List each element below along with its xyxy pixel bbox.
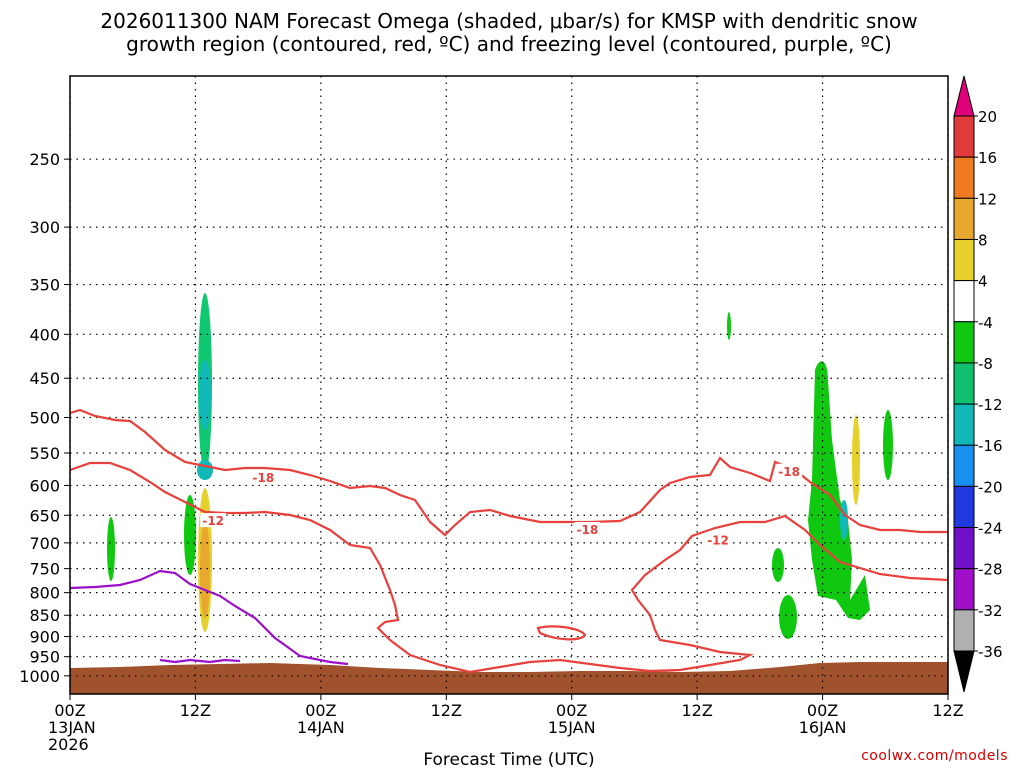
freezing-level-contours	[69, 569, 349, 666]
chart-title-line-1: 2026011300 NAM Forecast Omega (shaded, μ…	[100, 9, 917, 33]
omega-shade-yellow	[852, 415, 860, 505]
chart-title-line-2: growth region (contoured, red, ºC) and f…	[126, 32, 892, 56]
colorbar-label: -24	[978, 520, 1003, 538]
colorbar-label: 20	[978, 108, 997, 126]
contour-label: -18	[577, 523, 599, 537]
y-tick-label: 650	[29, 506, 60, 525]
colorbar-band	[953, 485, 975, 529]
credit-text: coolwx.com/models	[861, 748, 1008, 764]
colorbar-band	[953, 444, 975, 487]
x-tick-label: 15JAN	[548, 718, 596, 737]
colorbar-label: -12	[978, 396, 1003, 414]
omega-shade-green-cluster	[808, 361, 870, 620]
ground-terrain	[70, 662, 948, 694]
x-tick-label: 00Z	[305, 701, 336, 720]
y-tick-label: 500	[29, 408, 60, 427]
colorbar-label: 4	[978, 273, 988, 291]
contour-minus-12	[69, 461, 949, 674]
colorbar-band	[953, 362, 975, 405]
x-tick-label: 2026	[48, 735, 89, 754]
colorbar-band	[953, 568, 975, 611]
colorbar-band	[953, 238, 975, 282]
y-tick-label: 350	[29, 276, 60, 295]
contour-label: -12	[707, 533, 729, 547]
contour-minus-12-loop	[536, 625, 587, 641]
contour-label-bg	[250, 470, 277, 485]
colorbar-band	[953, 321, 975, 364]
colorbar-label: -16	[978, 437, 1003, 455]
y-tick-label: 900	[29, 628, 60, 647]
colorbar-label: -8	[978, 355, 993, 373]
y-tick-label: 950	[29, 648, 60, 667]
y-axis: 250 300 350 400 450 500 550 600 650 700 750 800 850 9…	[19, 150, 70, 686]
y-tick-label: 700	[29, 534, 60, 553]
omega-shade-green	[772, 548, 784, 582]
x-tick-label: 00Z	[807, 701, 838, 720]
colorbar-band	[953, 609, 975, 652]
colorbar-top-arrow	[953, 75, 975, 117]
contour-label: -18	[253, 471, 275, 485]
x-tick-label: 12Z	[681, 701, 712, 720]
colorbar-band	[953, 280, 975, 323]
colorbar-label: -36	[978, 643, 1003, 661]
omega-shade-green	[107, 517, 115, 581]
x-tick-label: 12Z	[932, 701, 963, 720]
colorbar-label: 12	[978, 190, 997, 208]
x-axis-label: Forecast Time (UTC)	[423, 750, 594, 768]
x-tick-label: 16JAN	[799, 718, 847, 737]
contour-label-bg	[200, 513, 227, 528]
contour-label-bg	[776, 463, 803, 478]
x-tick-label: 13JAN	[48, 718, 96, 737]
freezing-level-line	[69, 569, 349, 666]
y-tick-label: 600	[29, 476, 60, 495]
plot-border	[69, 75, 949, 695]
omega-shade-green	[840, 500, 848, 540]
colorbar-label: -20	[978, 478, 1003, 496]
colorbar-label: -32	[978, 602, 1003, 620]
omega-shade-green	[883, 410, 893, 480]
x-tick-label: 12Z	[180, 701, 211, 720]
x-tick-label: 00Z	[556, 701, 587, 720]
x-tick-label: 14JAN	[297, 718, 345, 737]
colorbar-band	[953, 403, 975, 446]
y-tick-label: 850	[29, 606, 60, 625]
colorbar-bottom-arrow	[953, 650, 975, 693]
contour-label-bg	[574, 521, 601, 536]
y-tick-label: 800	[29, 584, 60, 603]
colorbar-band	[953, 527, 975, 570]
x-tick-label: 00Z	[54, 701, 85, 720]
y-tick-label: 450	[29, 369, 60, 388]
omega-shade-green	[197, 460, 213, 480]
x-tick-label: 12Z	[431, 701, 462, 720]
y-tick-label: 250	[29, 150, 60, 169]
colorbar-label: 16	[978, 149, 997, 167]
y-tick-label: 550	[29, 444, 60, 463]
omega-shade-orange	[200, 522, 210, 618]
colorbar: 20 16 12 8 4 -4 -8 -12 -16 -20 -24 -28 -32 -36	[953, 75, 1003, 693]
colorbar-label: -4	[978, 314, 993, 332]
colorbar-label: 8	[978, 231, 988, 249]
omega-shade-green	[199, 360, 211, 430]
colorbar-band	[953, 197, 975, 240]
contour-label: -12	[202, 514, 224, 528]
freezing-level-blip	[159, 658, 241, 664]
contour-label-bg	[705, 532, 732, 547]
contour-labels: -18 -12 -18 -12 -18	[200, 463, 803, 547]
y-tick-label: 400	[29, 325, 60, 344]
plot-frame	[70, 76, 948, 694]
y-tick-label: 300	[29, 218, 60, 237]
colorbar-band	[953, 156, 975, 199]
omega-shade-green	[779, 595, 797, 639]
y-tick-label: 1000	[19, 667, 60, 686]
omega-shade-green	[727, 312, 731, 340]
y-tick-label: 750	[29, 560, 60, 579]
contour-label: -18	[778, 465, 800, 479]
colorbar-band	[953, 115, 975, 158]
colorbar-label: -28	[978, 561, 1003, 579]
